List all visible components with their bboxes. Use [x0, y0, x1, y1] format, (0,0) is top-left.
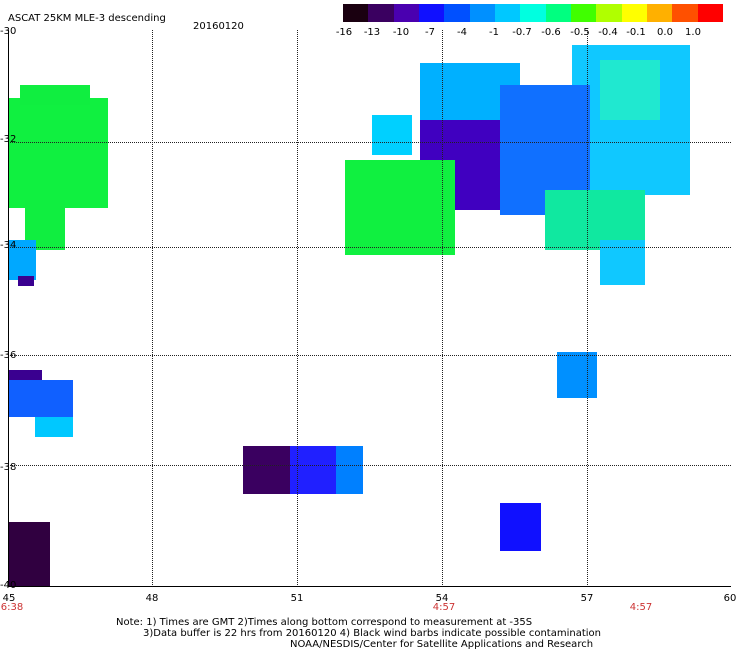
grid-line-34S	[8, 247, 731, 248]
dark-box-40S	[8, 522, 50, 587]
colorbar-segment	[469, 4, 495, 22]
grid-line-51	[297, 30, 298, 587]
y-label: -32	[0, 134, 17, 145]
map-plot	[8, 30, 731, 587]
colorbar-segment	[393, 4, 419, 22]
colorbar-segment	[697, 4, 723, 22]
colorbar-segment	[672, 4, 698, 22]
blue-patch-west	[8, 240, 36, 280]
y-label: -30	[0, 26, 17, 37]
blue-box-39S	[500, 503, 541, 551]
blue-patch-38S	[336, 446, 363, 494]
colorbar-label: -0.7	[512, 27, 532, 38]
colorbar-segment	[494, 4, 521, 22]
y-label: -40	[0, 580, 17, 591]
purple-cell	[8, 370, 42, 382]
colorbar-segment	[343, 4, 369, 22]
x-label: 54	[435, 593, 449, 604]
cyan-patch	[600, 60, 660, 120]
cyan-patch	[35, 417, 73, 437]
colorbar-label: -0.4	[598, 27, 618, 38]
colorbar-label: -10	[392, 27, 410, 38]
x-label: 48	[145, 593, 159, 604]
note-line-3: NOAA/NESDIS/Center for Satellite Applica…	[290, 639, 594, 650]
colorbar-label: -0.5	[570, 27, 590, 38]
green-patch-east	[345, 160, 455, 255]
colorbar-label: -13	[363, 27, 381, 38]
colorbar-label: 1.0	[685, 27, 701, 38]
y-label: -34	[0, 240, 17, 251]
green-patch-west	[20, 85, 90, 105]
colorbar-label: -1	[489, 27, 499, 38]
time-label: 6:38	[0, 602, 24, 613]
cyan-patch	[372, 115, 412, 155]
colorbar-segment	[368, 4, 394, 22]
axis-frame	[8, 30, 731, 587]
grid-line-48	[152, 30, 153, 587]
x-label: 51	[290, 593, 304, 604]
colorbar-label: -0.1	[626, 27, 646, 38]
purple-cell	[18, 276, 34, 286]
colorbar-segment	[621, 4, 647, 22]
colorbar-segment	[596, 4, 622, 22]
purple-patch-38S	[243, 446, 293, 494]
green-patch-west	[8, 98, 108, 208]
colorbar-segment	[570, 4, 597, 22]
colorbar-segment	[545, 4, 571, 22]
time-label: 4:57	[629, 602, 653, 613]
map-date: 20160120	[193, 21, 244, 32]
colorbar	[343, 4, 723, 22]
x-label: 45	[2, 593, 16, 604]
colorbar-segment	[444, 4, 470, 22]
x-label: 60	[723, 593, 737, 604]
time-label: 4:57	[432, 602, 456, 613]
grid-line-38S	[8, 465, 731, 466]
grid-line-54	[442, 30, 443, 587]
grid-line-36S	[8, 355, 731, 356]
colorbar-label: -4	[457, 27, 467, 38]
grid-line-32S	[8, 142, 731, 143]
grid-line-57	[587, 30, 588, 587]
colorbar-segment	[520, 4, 546, 22]
note-line-1: Note: 1) Times are GMT 2)Times along bot…	[116, 617, 533, 628]
blue-patch-sw	[8, 380, 73, 417]
colorbar-label: -16	[335, 27, 353, 38]
note-line-2: 3)Data buffer is 22 hrs from 20160120 4)…	[143, 628, 601, 639]
colorbar-label: 0.0	[657, 27, 673, 38]
colorbar-label: -0.6	[541, 27, 561, 38]
blue-box-36S	[557, 352, 597, 398]
colorbar-segment	[418, 4, 445, 22]
y-label: -38	[0, 462, 17, 473]
x-label: 57	[580, 593, 594, 604]
y-label: -36	[0, 350, 17, 361]
colorbar-segment	[646, 4, 673, 22]
colorbar-label: -7	[425, 27, 435, 38]
map-title: ASCAT 25KM MLE-3 descending	[8, 13, 166, 24]
